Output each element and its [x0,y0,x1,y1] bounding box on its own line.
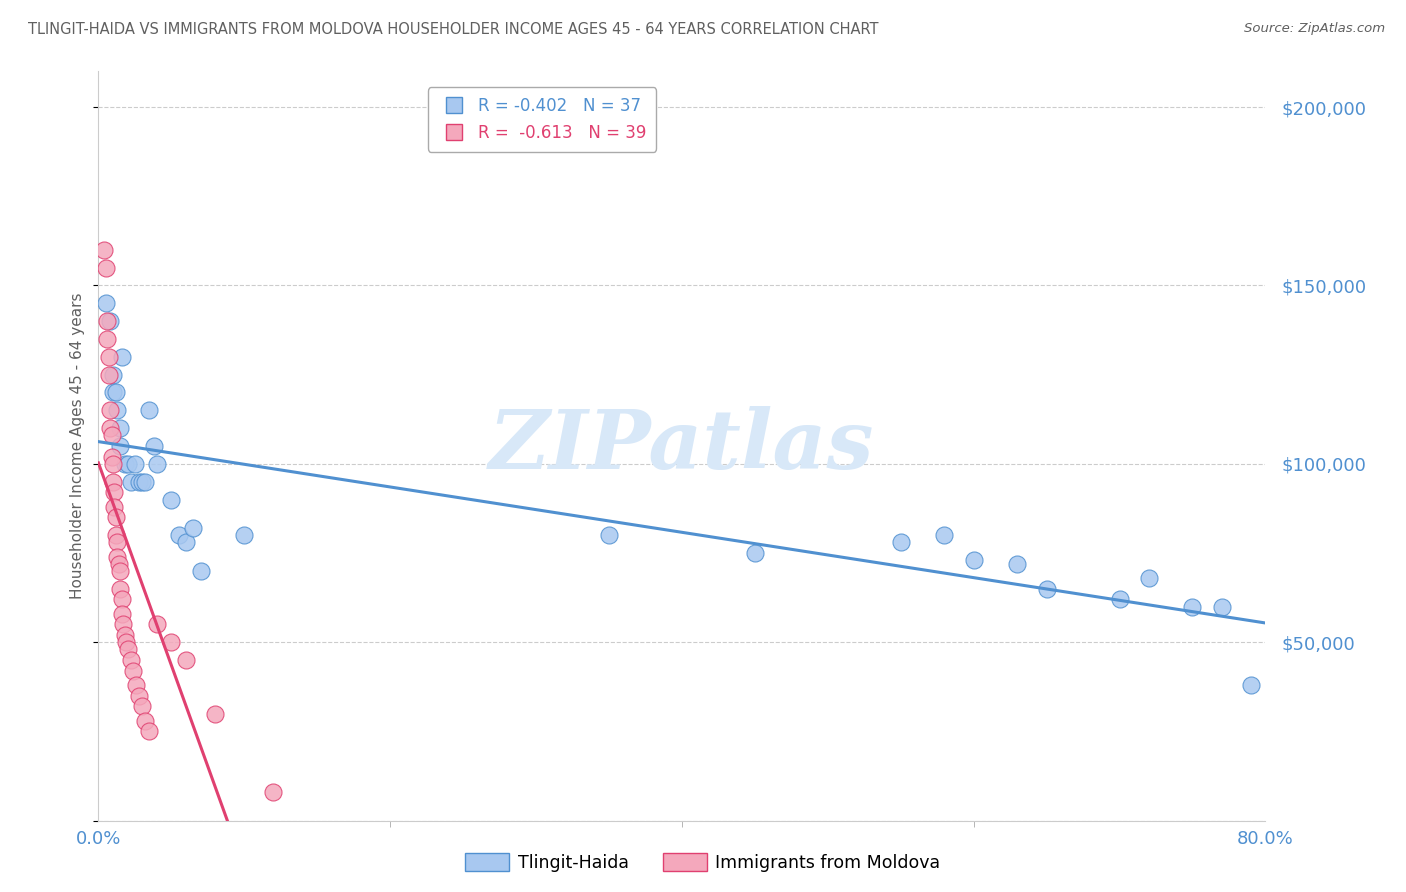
Point [114,457,136,471]
Point [105,535,128,549]
Point [105,549,128,564]
Point [100,428,122,442]
Point [117,642,139,657]
Point [131,475,153,489]
Point [128,475,150,489]
Point [125,678,148,692]
Text: TLINGIT-HAIDA VS IMMIGRANTS FROM MOLDOVA HOUSEHOLDER INCOME AGES 45 - 64 YEARS C: TLINGIT-HAIDA VS IMMIGRANTS FROM MOLDOVA… [28,22,879,37]
Point [1211,599,1233,614]
Point [94,296,117,310]
Point [120,653,142,667]
Point [103,485,125,500]
Point [124,457,146,471]
Point [108,557,131,571]
Point [131,699,153,714]
Point [1035,582,1057,596]
Point [167,528,190,542]
Point [101,385,124,400]
Point [98,421,121,435]
Point [890,535,912,549]
Point [93,243,115,257]
Point [174,535,197,549]
Point [174,653,197,667]
Point [128,689,150,703]
Point [110,439,132,453]
Point [138,403,160,417]
Point [134,475,156,489]
Point [100,450,122,464]
Point [962,553,984,567]
Point [233,528,256,542]
Point [934,528,956,542]
Point [181,521,204,535]
Point [96,332,118,346]
Point [115,635,138,649]
Point [160,635,183,649]
Point [94,260,117,275]
Point [104,510,127,524]
Point [105,403,128,417]
Point [97,350,120,364]
Point [96,314,118,328]
Point [1137,571,1160,585]
Point [101,457,124,471]
Point [138,724,160,739]
Point [122,664,145,678]
Point [204,706,226,721]
Text: Source: ZipAtlas.com: Source: ZipAtlas.com [1244,22,1385,36]
Point [117,457,139,471]
Point [146,457,169,471]
Point [1108,592,1130,607]
Point [110,564,132,578]
Point [111,350,134,364]
Point [98,314,121,328]
Legend: R = -0.402   N = 37, R =  -0.613   N = 39: R = -0.402 N = 37, R = -0.613 N = 39 [427,87,657,152]
Point [146,617,169,632]
Point [111,592,134,607]
Point [98,403,121,417]
Point [101,475,124,489]
Point [111,607,134,621]
Legend: Tlingit-Haida, Immigrants from Moldova: Tlingit-Haida, Immigrants from Moldova [458,847,948,879]
Point [112,617,135,632]
Point [110,582,132,596]
Point [744,546,766,560]
Point [120,475,142,489]
Point [103,500,125,514]
Point [110,421,132,435]
Point [134,714,156,728]
Point [104,528,127,542]
Point [190,564,212,578]
Point [598,528,620,542]
Point [1007,557,1029,571]
Point [160,492,183,507]
Point [114,628,136,642]
Point [104,385,127,400]
Text: ZIPatlas: ZIPatlas [489,406,875,486]
Point [1240,678,1263,692]
Point [142,439,165,453]
Point [1181,599,1204,614]
Point [97,368,120,382]
Y-axis label: Householder Income Ages 45 - 64 years: Householder Income Ages 45 - 64 years [70,293,86,599]
Point [262,785,284,799]
Point [101,368,124,382]
